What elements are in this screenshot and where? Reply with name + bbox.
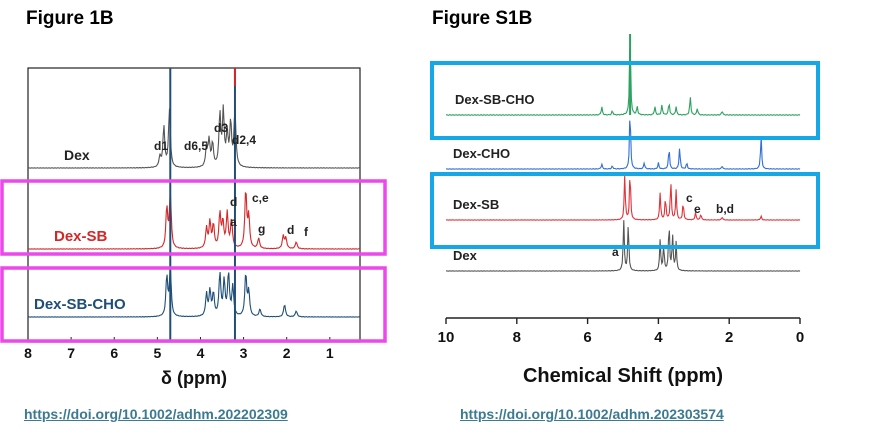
left-x-axis-label: δ (ppm) — [161, 368, 227, 388]
left-x-tick-label: 3 — [240, 345, 248, 361]
right-figure-title: Figure S1B — [432, 8, 533, 29]
right-series-label: Dex — [453, 248, 478, 263]
left-x-tick-label: 8 — [24, 345, 32, 361]
right-x-tick-label: 8 — [513, 329, 521, 346]
left-x-tick-label: 1 — [326, 345, 334, 361]
left-peak-annotation: c,e — [252, 191, 269, 205]
left-figure-title: Figure 1B — [26, 8, 114, 29]
left-peak-annotation: g — [258, 222, 265, 236]
right-series-dex-sb-cho — [445, 48, 801, 116]
left-peak-annotation: d3 — [214, 121, 228, 135]
left-series-dex — [27, 104, 361, 169]
left-x-tick-label: 7 — [67, 345, 75, 361]
left-doi-link[interactable]: https://doi.org/10.1002/adhm.202202309 — [24, 406, 288, 422]
right-peak-annotation: e — [694, 202, 701, 216]
right-series-label: Dex-SB — [453, 197, 499, 212]
left-peak-annotation: d — [287, 223, 294, 237]
left-highlight-dex-sb — [0, 179, 387, 256]
left-x-tick-label: 6 — [110, 345, 118, 361]
right-x-tick-label: 2 — [725, 329, 733, 346]
left-peak-annotation: d1 — [154, 139, 168, 153]
left-series-label: Dex-SB-CHO — [34, 296, 126, 313]
left-series-dex-sb — [27, 190, 361, 250]
left-highlight-dex-sb-cho — [0, 266, 387, 343]
right-x-tick-label: 4 — [654, 329, 663, 346]
right-x-axis-label: Chemical Shift (ppm) — [523, 365, 723, 387]
right-peak-annotation: b,d — [716, 202, 734, 216]
left-peak-annotation: d2,4 — [232, 133, 256, 147]
right-series-dex-cho — [445, 120, 801, 170]
left-series-label: Dex — [64, 147, 90, 163]
left-peak-annotation: a — [230, 215, 237, 229]
left-peak-annotation: d6,5 — [184, 139, 208, 153]
left-peak-annotation: f — [304, 225, 309, 239]
right-x-tick-label: 0 — [796, 329, 804, 346]
left-x-tick-label: 5 — [153, 345, 161, 361]
right-highlight-dex-sb-cho — [430, 61, 820, 140]
left-peak-annotation: d — [230, 195, 237, 209]
left-x-tick-label: 2 — [283, 345, 291, 361]
right-series-label: Dex-SB-CHO — [455, 92, 534, 107]
right-series-label: Dex-CHO — [453, 146, 510, 161]
right-doi-link[interactable]: https://doi.org/10.1002/adhm.202303574 — [460, 406, 724, 422]
left-series-label: Dex-SB — [54, 228, 108, 245]
right-series-dex-sb — [445, 174, 801, 221]
right-x-tick-label: 10 — [438, 329, 455, 346]
right-peak-annotation: a — [612, 245, 619, 259]
right-peak-annotation: c — [686, 191, 693, 205]
right-x-tick-label: 6 — [583, 329, 591, 346]
left-series-dex-sb-cho — [27, 265, 361, 318]
left-x-tick-label: 4 — [197, 345, 205, 361]
right-highlight-dex-sb — [430, 172, 820, 249]
